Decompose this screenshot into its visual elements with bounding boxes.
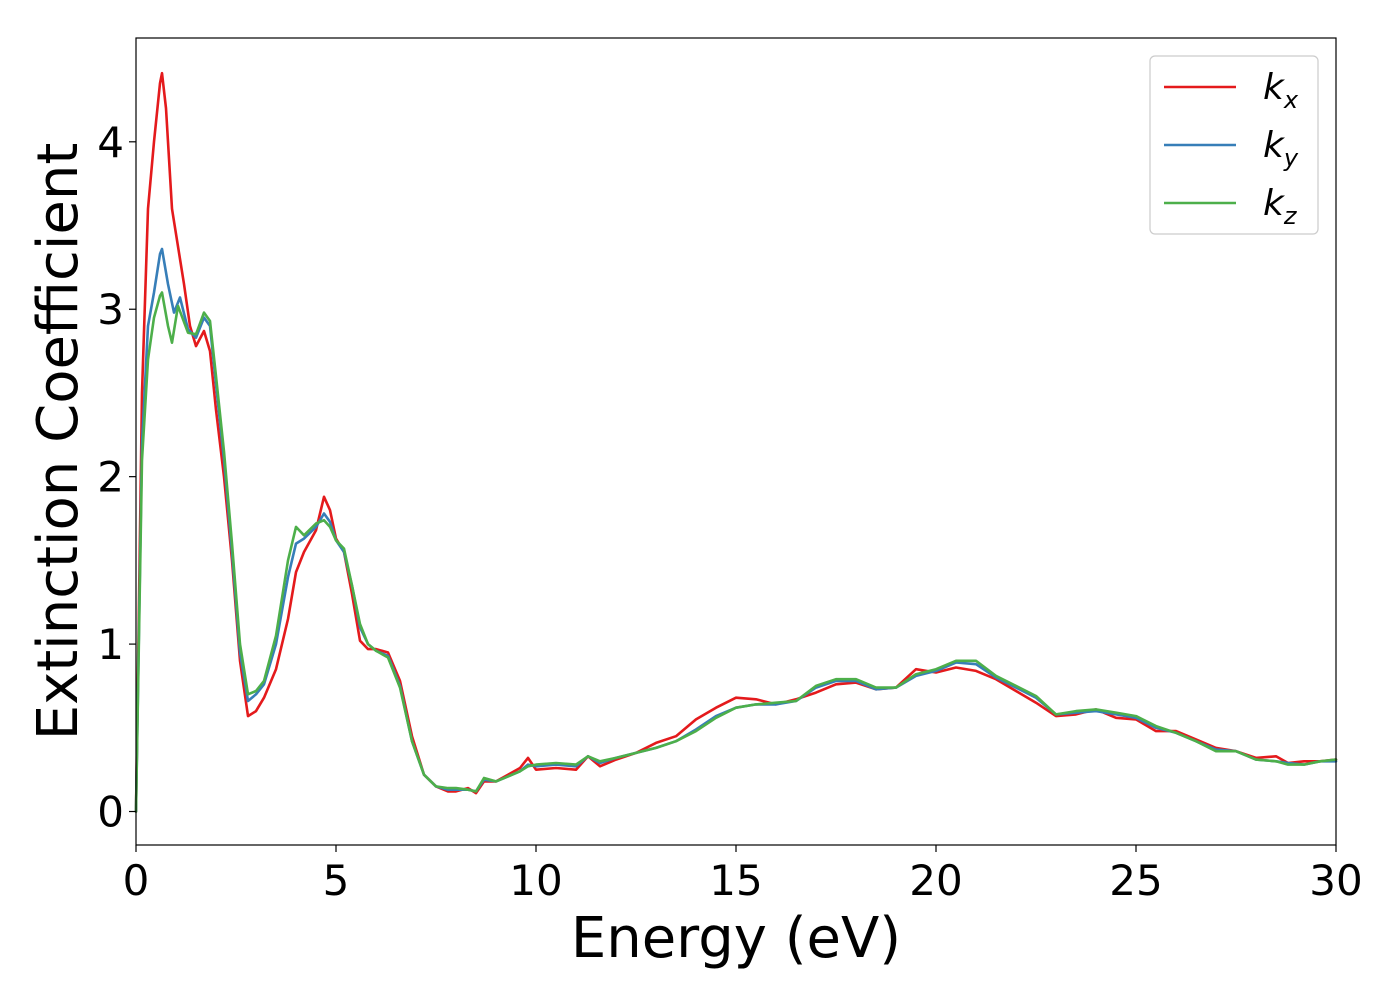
x-tick-label: 15 bbox=[709, 856, 762, 905]
x-axis: 0 5 10 15 20 25 30 bbox=[123, 845, 1363, 905]
x-tick-label: 20 bbox=[909, 856, 962, 905]
x-tick-label: 25 bbox=[1109, 856, 1162, 905]
x-tick-label: 10 bbox=[509, 856, 562, 905]
x-tick-label: 5 bbox=[323, 856, 350, 905]
series-line-kz bbox=[134, 291, 1338, 813]
y-tick-label: 4 bbox=[97, 118, 124, 167]
legend-label-ky: ky bbox=[1263, 125, 1299, 172]
y-axis-title: Extinction Coefficient bbox=[26, 143, 91, 741]
series-line-kx bbox=[134, 71, 1338, 813]
y-axis: 0 1 2 3 4 bbox=[97, 118, 136, 837]
x-axis-title: Energy (eV) bbox=[571, 906, 901, 971]
y-tick-label: 0 bbox=[97, 788, 124, 837]
x-tick-label: 0 bbox=[123, 856, 150, 905]
series-layer bbox=[134, 71, 1338, 813]
x-tick-label: 30 bbox=[1309, 856, 1362, 905]
legend-label-kz: kz bbox=[1263, 183, 1298, 230]
legend-label-kx: kx bbox=[1263, 67, 1299, 114]
y-tick-label: 3 bbox=[97, 285, 124, 334]
y-tick-label: 1 bbox=[97, 620, 124, 669]
legend: kx ky kz bbox=[1149, 55, 1319, 235]
y-tick-label: 2 bbox=[97, 453, 124, 502]
